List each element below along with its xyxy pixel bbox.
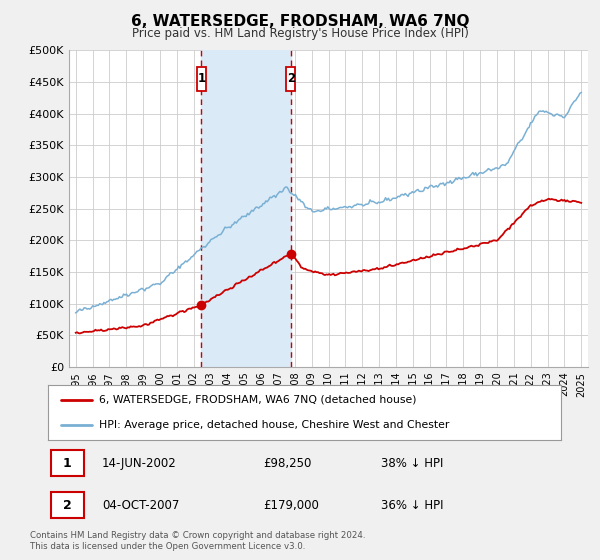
Text: 1: 1: [63, 457, 71, 470]
FancyBboxPatch shape: [50, 450, 84, 477]
Text: Contains HM Land Registry data © Crown copyright and database right 2024.: Contains HM Land Registry data © Crown c…: [30, 531, 365, 540]
Text: HPI: Average price, detached house, Cheshire West and Chester: HPI: Average price, detached house, Ches…: [100, 420, 449, 430]
Bar: [201, 50, 291, 367]
Text: 2: 2: [287, 72, 295, 85]
Text: 6, WATERSEDGE, FRODSHAM, WA6 7NQ: 6, WATERSEDGE, FRODSHAM, WA6 7NQ: [131, 14, 469, 29]
FancyBboxPatch shape: [50, 492, 84, 519]
Text: 38% ↓ HPI: 38% ↓ HPI: [382, 457, 444, 470]
FancyBboxPatch shape: [197, 67, 206, 91]
Text: 14-JUN-2002: 14-JUN-2002: [102, 457, 176, 470]
Text: £98,250: £98,250: [263, 457, 312, 470]
Text: 1: 1: [197, 72, 205, 85]
Text: 04-OCT-2007: 04-OCT-2007: [102, 499, 179, 512]
Text: Price paid vs. HM Land Registry's House Price Index (HPI): Price paid vs. HM Land Registry's House …: [131, 27, 469, 40]
Text: This data is licensed under the Open Government Licence v3.0.: This data is licensed under the Open Gov…: [30, 542, 305, 551]
Text: 6, WATERSEDGE, FRODSHAM, WA6 7NQ (detached house): 6, WATERSEDGE, FRODSHAM, WA6 7NQ (detach…: [100, 395, 417, 404]
Text: 36% ↓ HPI: 36% ↓ HPI: [382, 499, 444, 512]
Text: £179,000: £179,000: [263, 499, 319, 512]
Text: 2: 2: [63, 499, 71, 512]
FancyBboxPatch shape: [286, 67, 295, 91]
